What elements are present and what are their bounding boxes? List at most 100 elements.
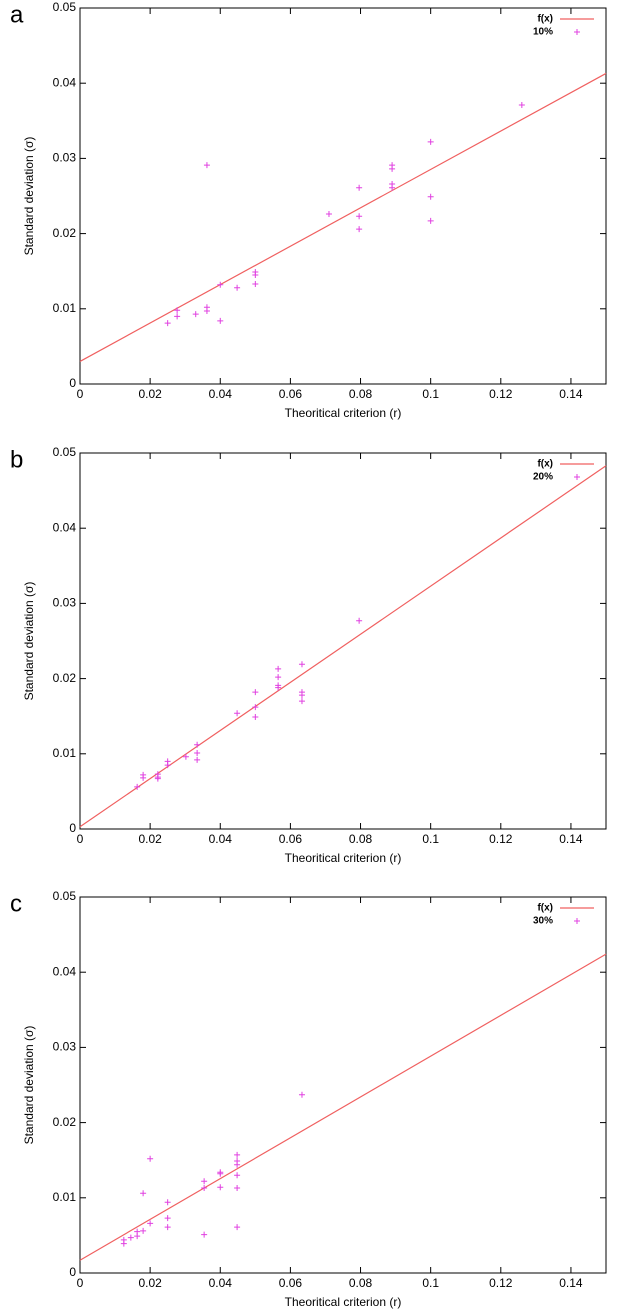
point (518, 102, 525, 109)
legend-label: f(x) (537, 459, 553, 470)
x-tick-label: 0.1 (422, 1276, 439, 1290)
x-tick-label: 0.12 (489, 1276, 513, 1290)
legend-label: 30% (533, 916, 553, 927)
y-tick-label: 0.05 (53, 0, 77, 14)
y-tick-label: 0.01 (53, 746, 77, 760)
point (275, 684, 282, 691)
point (201, 1178, 208, 1185)
point (252, 271, 259, 278)
point (234, 1172, 241, 1179)
x-tick-label: 0 (77, 387, 84, 401)
point (164, 1199, 171, 1206)
point (389, 165, 396, 172)
x-tick-label: 0.14 (559, 832, 583, 846)
x-tick-label: 0.08 (349, 1276, 373, 1290)
point (147, 1155, 154, 1162)
point (120, 1236, 127, 1243)
x-tick-label: 0.06 (279, 387, 303, 401)
y-tick-label: 0.04 (53, 964, 77, 978)
point (298, 692, 305, 699)
y-tick-label: 0 (69, 376, 76, 390)
x-tick-label: 0.1 (422, 832, 439, 846)
y-axis-label: Standard deviation (σ) (22, 1026, 36, 1145)
y-tick-label: 0.02 (53, 226, 77, 240)
legend-marker (574, 29, 580, 35)
point (234, 1224, 241, 1231)
point (127, 1234, 134, 1241)
y-tick-label: 0.05 (53, 445, 77, 459)
point (164, 1215, 171, 1222)
point (217, 281, 224, 288)
y-axis-label: Standard deviation (σ) (22, 582, 36, 701)
x-tick-label: 0.08 (349, 832, 373, 846)
point (356, 213, 363, 220)
plot-frame (79, 7, 607, 385)
x-tick-label: 0 (77, 832, 84, 846)
y-tick-label: 0 (69, 1265, 76, 1279)
x-tick-label: 0.06 (279, 832, 303, 846)
x-tick-label: 0.12 (489, 832, 513, 846)
x-axis-label: Theoritical criterion (r) (285, 851, 402, 865)
x-tick-label: 0.04 (209, 832, 233, 846)
fit-line (79, 953, 607, 1261)
point (194, 756, 201, 763)
point (147, 1220, 154, 1227)
y-tick-label: 0.03 (53, 151, 77, 165)
y-tick-label: 0.04 (53, 75, 77, 89)
point (194, 750, 201, 757)
point (325, 211, 332, 218)
point (140, 774, 147, 781)
legend-marker (574, 474, 580, 480)
plot-frame (79, 452, 607, 830)
point (154, 775, 161, 782)
y-tick-label: 0.02 (53, 1115, 77, 1129)
point (174, 313, 181, 320)
point (217, 1170, 224, 1177)
point (298, 661, 305, 668)
point (275, 674, 282, 681)
point (192, 311, 199, 318)
point (140, 1227, 147, 1234)
point (427, 217, 434, 224)
point (252, 280, 259, 287)
x-axis-label: Theoritical criterion (r) (285, 1295, 402, 1309)
x-tick-label: 0.06 (279, 1276, 303, 1290)
point (201, 1231, 208, 1238)
legend-label: f(x) (537, 903, 553, 914)
point (174, 307, 181, 314)
point (252, 713, 259, 720)
point (140, 1190, 147, 1197)
y-tick-label: 0.04 (53, 520, 77, 534)
point (203, 162, 210, 169)
fit-line (79, 72, 607, 362)
point (234, 1161, 241, 1168)
y-tick-label: 0.03 (53, 596, 77, 610)
x-tick-label: 0.02 (138, 387, 162, 401)
legend-marker (574, 918, 580, 924)
point (203, 308, 210, 315)
point (252, 704, 259, 711)
y-tick-label: 0.05 (53, 889, 77, 903)
y-tick-label: 0.03 (53, 1040, 77, 1054)
y-tick-label: 0.01 (53, 1190, 77, 1204)
point (427, 193, 434, 200)
point (194, 741, 201, 748)
y-tick-label: 0 (69, 821, 76, 835)
point (217, 317, 224, 324)
x-axis-label: Theoritical criterion (r) (285, 406, 402, 420)
point (164, 1224, 171, 1231)
point (298, 1091, 305, 1098)
point (164, 320, 171, 327)
point (356, 226, 363, 233)
x-tick-label: 0.12 (489, 387, 513, 401)
panel-label: c (10, 890, 22, 917)
legend-label: 10% (533, 27, 553, 38)
point (234, 1185, 241, 1192)
point (275, 665, 282, 672)
plot-frame (79, 896, 607, 1274)
point (217, 1184, 224, 1191)
point (234, 284, 241, 291)
point (298, 698, 305, 705)
x-tick-label: 0.04 (209, 1276, 233, 1290)
